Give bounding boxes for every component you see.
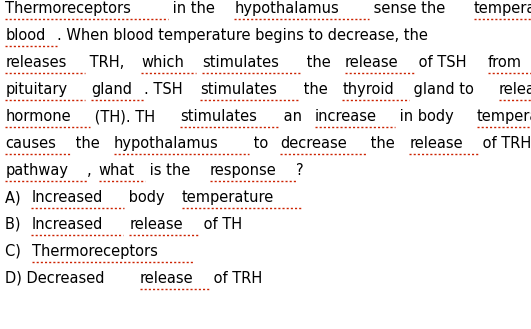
Text: (TH). TH: (TH). TH xyxy=(90,109,160,124)
Text: Thermoreceptors: Thermoreceptors xyxy=(5,1,131,16)
Text: release: release xyxy=(409,136,463,151)
Text: hypothalamus: hypothalamus xyxy=(114,136,219,151)
Text: release: release xyxy=(130,217,183,232)
Text: gland to: gland to xyxy=(409,82,478,97)
Text: hormone: hormone xyxy=(5,109,71,124)
Text: to: to xyxy=(249,136,273,151)
Text: is the: is the xyxy=(145,163,195,178)
Text: the: the xyxy=(366,136,399,151)
Text: blood: blood xyxy=(5,28,46,43)
Text: hypothalamus: hypothalamus xyxy=(234,1,339,16)
Text: Increased: Increased xyxy=(31,217,102,232)
Text: decrease: decrease xyxy=(280,136,347,151)
Text: . TSH: . TSH xyxy=(144,82,187,97)
Text: thyroid: thyroid xyxy=(342,82,394,97)
Text: Thermoreceptors: Thermoreceptors xyxy=(32,244,158,259)
Text: of TH: of TH xyxy=(199,217,242,232)
Text: gland: gland xyxy=(91,82,132,97)
Text: stimulates: stimulates xyxy=(202,55,279,70)
Text: D) Decreased: D) Decreased xyxy=(5,271,109,286)
Text: release: release xyxy=(345,55,398,70)
Text: what: what xyxy=(99,163,135,178)
Text: of TRH: of TRH xyxy=(209,271,262,286)
Text: stimulates: stimulates xyxy=(180,109,257,124)
Text: temperature: temperature xyxy=(182,190,274,205)
Text: in body: in body xyxy=(395,109,458,124)
Text: the: the xyxy=(71,136,104,151)
Text: which: which xyxy=(141,55,184,70)
Text: pituitary: pituitary xyxy=(5,82,67,97)
Text: increase: increase xyxy=(315,109,377,124)
Text: B): B) xyxy=(5,217,25,232)
Text: release: release xyxy=(140,271,193,286)
Text: . When blood temperature begins to decrease, the: . When blood temperature begins to decre… xyxy=(57,28,433,43)
Text: temperature: temperature xyxy=(474,1,531,16)
Text: response: response xyxy=(210,163,276,178)
Text: ?: ? xyxy=(296,163,303,178)
Text: stimulates: stimulates xyxy=(200,82,277,97)
Text: pathway: pathway xyxy=(5,163,68,178)
Text: of TSH: of TSH xyxy=(414,55,471,70)
Text: C): C) xyxy=(5,244,26,259)
Text: causes: causes xyxy=(5,136,56,151)
Text: release: release xyxy=(499,82,531,97)
Text: TRH,: TRH, xyxy=(84,55,129,70)
Text: A): A) xyxy=(5,190,25,205)
Text: of TRH. In this reflex: of TRH. In this reflex xyxy=(478,136,531,151)
Text: the: the xyxy=(302,55,335,70)
Text: releases: releases xyxy=(5,55,67,70)
Text: in the: in the xyxy=(168,1,219,16)
Text: temperature: temperature xyxy=(477,109,531,124)
Text: ,: , xyxy=(87,163,96,178)
Text: sense the: sense the xyxy=(370,1,450,16)
Text: the: the xyxy=(299,82,333,97)
Text: Increased: Increased xyxy=(31,190,103,205)
Text: an: an xyxy=(279,109,307,124)
Text: body: body xyxy=(124,190,169,205)
Text: from: from xyxy=(487,55,521,70)
